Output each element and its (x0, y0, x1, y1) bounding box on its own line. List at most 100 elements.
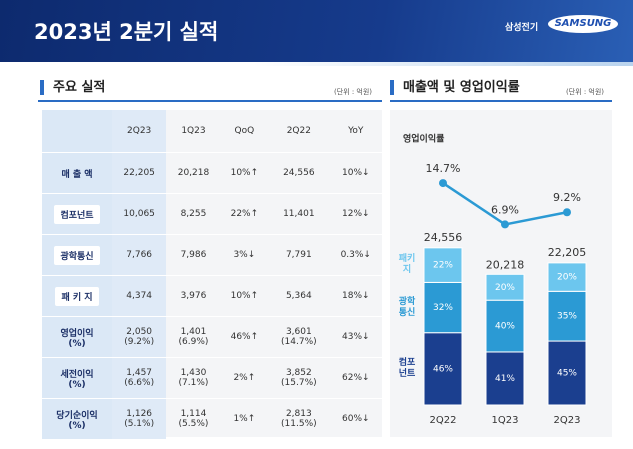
table-cell: 8,255 (166, 193, 221, 235)
segment-label: 20% (495, 283, 515, 293)
bar-segment (485, 351, 525, 406)
corner-cell (42, 110, 112, 153)
legend-entry: 패키지 (398, 254, 416, 276)
table-cell: 10%↓ (329, 152, 382, 194)
segment-label: 22% (433, 261, 453, 271)
table-cell: 5,364 (268, 275, 330, 317)
row-label-text: 컴포넌트 (54, 204, 100, 224)
segment-label: 20% (557, 273, 577, 283)
brand-korean: 삼성전기 (505, 23, 539, 33)
legend-text: 패키지 (398, 254, 416, 276)
table-title: 주요 실적 (40, 80, 105, 95)
bar-segment (423, 281, 463, 334)
x-tick-label: 2Q23 (554, 415, 581, 426)
table-row: 매 출 액 22,205 20,218 10%↑ 24,556 10%↓ (42, 152, 382, 194)
legend-text: 컴포넌트 (398, 357, 416, 379)
table-cell: 60%↓ (329, 398, 382, 440)
table-cell: 1%↑ (220, 398, 269, 440)
table-cell: 18%↓ (329, 275, 382, 317)
table-cell: 2%↑ (220, 357, 269, 399)
table-cell: 3,601 (14.7%) (268, 316, 330, 358)
bar-segment (547, 290, 587, 342)
chart-unit: (단위 : 억원) (566, 88, 605, 96)
section-rule (390, 100, 612, 102)
header-strip (0, 62, 633, 66)
row-label: 매 출 액 (42, 152, 112, 194)
table-cell: 1,126 (5.1%) (112, 398, 167, 440)
table-cell: 11,401 (268, 193, 330, 235)
column-header: 2Q23 (112, 110, 167, 153)
x-tick-label: 1Q23 (492, 415, 519, 426)
row-label-text: 패 키 지 (55, 286, 99, 306)
table-unit: (단위 : 억원) (334, 88, 373, 96)
table-row: 세전이익 (%) 1,457 (6.6%) 1,430 (7.1%) 2%↑ 3,852… (42, 357, 382, 399)
table-cell: 10,065 (112, 193, 167, 235)
table-cell: 4,374 (112, 275, 167, 317)
table-cell: 0.3%↓ (329, 234, 382, 276)
row-label: 컴포넌트 (42, 193, 112, 235)
total-label: 24,556 (424, 231, 463, 244)
brand-logo: SAMSUNG (548, 15, 618, 33)
chart-title: 매출액 및 영업이익률 (390, 80, 520, 95)
x-tick-label: 2Q22 (430, 415, 457, 426)
table-cell: 3,852 (15.7%) (268, 357, 330, 399)
bar-segment (485, 299, 525, 353)
table-cell: 7,791 (268, 234, 330, 276)
table-cell: 1,114 (5.5%) (166, 398, 221, 440)
line-label: 14.7% (426, 162, 461, 175)
segment-label: 35% (557, 312, 577, 322)
total-label: 20,218 (486, 259, 525, 272)
segment-label: 32% (433, 303, 453, 313)
table-row: 컴포넌트 10,065 8,255 22%↑ 11,401 12%↓ (42, 193, 382, 235)
row-label-text: 광학통신 (54, 245, 100, 265)
column-header: QoQ (220, 110, 269, 153)
line-series-name: 영업이익률 (403, 133, 444, 145)
table-cell: 7,766 (112, 234, 167, 276)
table-cell: 46%↑ (220, 316, 269, 358)
table-cell: 22,205 (112, 152, 167, 194)
segment-label: 40% (495, 322, 515, 332)
total-label: 22,205 (548, 246, 587, 259)
row-label: 영업이익 (%) (42, 316, 112, 358)
column-header: 1Q23 (166, 110, 221, 153)
table-panel: 2Q23 1Q23 QoQ 2Q22 YoY 매 출 액 22,205 20,218 10%↑ 2… (42, 110, 382, 440)
row-label-text: 영업이익 (%) (60, 328, 94, 349)
table-cell: 24,556 (268, 152, 330, 194)
row-label: 광학통신 (42, 234, 112, 276)
table-cell: 7,986 (166, 234, 221, 276)
bar-segment (423, 332, 463, 406)
table-cell: 43%↓ (329, 316, 382, 358)
table-cell: 10%↑ (220, 152, 269, 194)
table-cell: 2,050 (9.2%) (112, 316, 167, 358)
line-label: 9.2% (553, 191, 581, 204)
table-cell: 22%↑ (220, 193, 269, 235)
table-row: 패 키 지 4,374 3,976 10%↑ 5,364 18%↓ (42, 275, 382, 317)
table-cell: 20,218 (166, 152, 221, 194)
bar-segment (423, 247, 463, 283)
row-label-text: 매 출 액 (61, 169, 93, 180)
row-label: 당기순이익 (%) (42, 398, 112, 440)
bar-segment (485, 273, 525, 301)
header-row: 2Q23 1Q23 QoQ 2Q22 YoY (42, 110, 382, 153)
legend-entry: 광학통신 (398, 296, 416, 318)
table-cell: 1,457 (6.6%) (112, 357, 167, 399)
line-point (563, 208, 571, 217)
table-cell: 62%↓ (329, 357, 382, 399)
table-cell: 1,430 (7.1%) (166, 357, 221, 399)
row-label: 세전이익 (%) (42, 357, 112, 399)
table-row: 당기순이익 (%) 1,126 (5.1%) 1,114 (5.5%) 1%↑ 2,81… (42, 398, 382, 440)
table-cell: 3%↓ (220, 234, 269, 276)
line-label: 6.9% (491, 203, 519, 216)
bar-segment (547, 262, 587, 292)
row-label: 패 키 지 (42, 275, 112, 317)
legend-text: 광학통신 (398, 296, 416, 318)
table-cell: 12%↓ (329, 193, 382, 235)
column-header: YoY (329, 110, 382, 153)
results-table: 2Q23 1Q23 QoQ 2Q22 YoY 매 출 액 22,205 20,218 10%↑ 2… (42, 110, 382, 440)
row-label-text: 당기순이익 (%) (56, 410, 98, 431)
table-cell: 10%↑ (220, 275, 269, 317)
section-rule (38, 100, 382, 102)
table-row: 광학통신 7,766 7,986 3%↓ 7,791 0.3%↓ (42, 234, 382, 276)
